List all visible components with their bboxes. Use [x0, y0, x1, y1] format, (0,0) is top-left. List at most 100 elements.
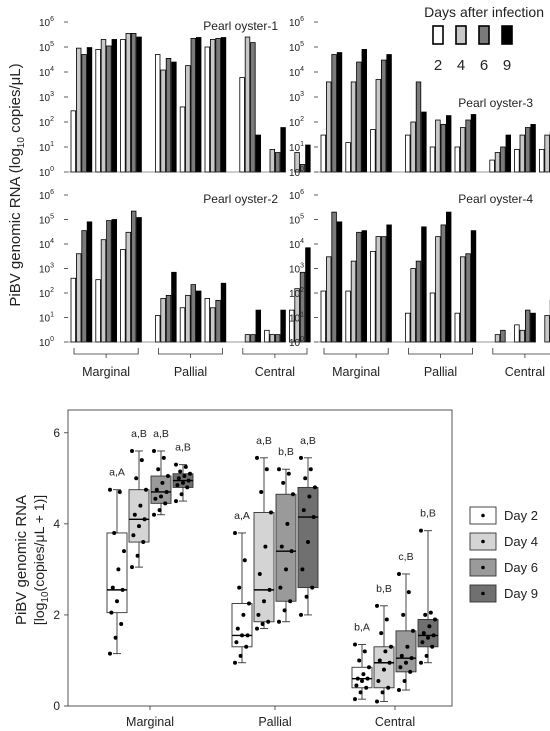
legend-day-label: 2 — [434, 57, 442, 74]
data-point — [178, 469, 183, 474]
box: b,B — [417, 508, 439, 665]
bar — [215, 299, 221, 343]
data-point — [131, 533, 136, 538]
data-point — [284, 567, 288, 572]
data-point — [117, 489, 122, 494]
bar — [86, 47, 93, 173]
significance-letter: b,A — [354, 622, 370, 634]
y-tick-label: 0 — [53, 699, 60, 713]
bar — [299, 164, 306, 173]
bar — [404, 134, 411, 173]
bar — [255, 309, 261, 343]
data-point — [406, 590, 411, 595]
bar — [445, 211, 452, 343]
box-body — [106, 532, 128, 614]
top-y-axis-label: PiBV genomic RNA (log10 copies/μL) — [7, 63, 27, 306]
data-point — [277, 467, 281, 472]
bar — [288, 309, 295, 343]
y-tick-label: 101 — [39, 141, 54, 154]
bar — [165, 57, 172, 173]
data-point — [405, 644, 410, 649]
data-point — [152, 448, 156, 453]
bar — [530, 124, 536, 173]
data-point — [163, 501, 168, 506]
data-point — [161, 455, 166, 460]
data-point — [242, 558, 247, 563]
legend-swatch — [432, 25, 444, 45]
group-label: Central — [505, 365, 545, 379]
panel-title: Pearl oyster-2 — [203, 192, 278, 206]
bar — [325, 256, 332, 343]
box-body — [275, 493, 297, 602]
y-tick-label: 104 — [289, 66, 304, 79]
data-point — [279, 544, 284, 549]
bar — [361, 230, 367, 343]
bar — [519, 329, 525, 343]
data-point — [269, 510, 273, 515]
data-point — [399, 653, 404, 658]
legend-label: Day 9 — [504, 586, 538, 601]
bar — [185, 65, 191, 173]
y-tick-label: 104 — [289, 238, 304, 251]
panel-title: Pearl oyster-4 — [458, 192, 533, 206]
data-point — [135, 553, 140, 558]
bar — [204, 46, 210, 173]
data-point — [164, 489, 169, 494]
y-tick-label: 100 — [39, 336, 54, 349]
bar — [95, 279, 101, 343]
bar — [544, 315, 550, 343]
data-point — [256, 612, 261, 617]
bar — [220, 37, 227, 173]
data-point — [234, 640, 239, 645]
plot-frame — [67, 409, 453, 707]
y-tick-label: 106 — [289, 189, 304, 202]
data-point — [353, 642, 357, 647]
data-point — [244, 644, 249, 649]
bar — [331, 211, 337, 343]
bar — [76, 47, 82, 173]
box-body — [128, 489, 150, 543]
legend-title: Days after infection — [424, 4, 544, 20]
bar — [81, 54, 87, 173]
bar — [190, 284, 196, 343]
data-point — [112, 530, 117, 535]
data-point — [433, 617, 437, 622]
legend-day-label: 9 — [503, 57, 511, 74]
bar — [185, 294, 191, 343]
data-point — [182, 474, 187, 479]
bar — [195, 290, 202, 343]
box: b,B — [275, 446, 297, 624]
data-point — [423, 612, 428, 617]
data-point — [186, 478, 191, 483]
data-point — [138, 503, 143, 508]
bar — [380, 236, 387, 343]
bar — [325, 81, 332, 173]
bar — [154, 315, 161, 343]
data-point — [142, 517, 147, 522]
bar-panel-3: 100 101 102 103 104 105 106 Pearl oyster-3 — [289, 16, 550, 179]
bar — [215, 38, 221, 173]
bar — [160, 69, 166, 173]
bar — [179, 307, 186, 343]
y-tick-label: 2 — [53, 608, 60, 622]
bar — [350, 81, 357, 173]
bar — [239, 77, 245, 173]
data-point — [286, 471, 291, 476]
box: a,B — [128, 428, 150, 570]
significance-letter: a,A — [109, 467, 125, 479]
data-point — [357, 658, 362, 663]
legend-label: Day 6 — [504, 560, 538, 575]
data-point — [291, 492, 295, 497]
data-point — [383, 649, 388, 654]
bar — [70, 110, 76, 173]
y-tick-label: 103 — [39, 263, 54, 276]
data-point — [398, 665, 403, 670]
legend-label: Day 2 — [504, 508, 538, 523]
bar — [264, 329, 270, 343]
data-point — [262, 599, 266, 604]
data-point — [431, 633, 436, 638]
data-point — [264, 467, 269, 472]
bar — [220, 282, 227, 343]
bar — [370, 250, 376, 343]
bar — [250, 42, 256, 173]
